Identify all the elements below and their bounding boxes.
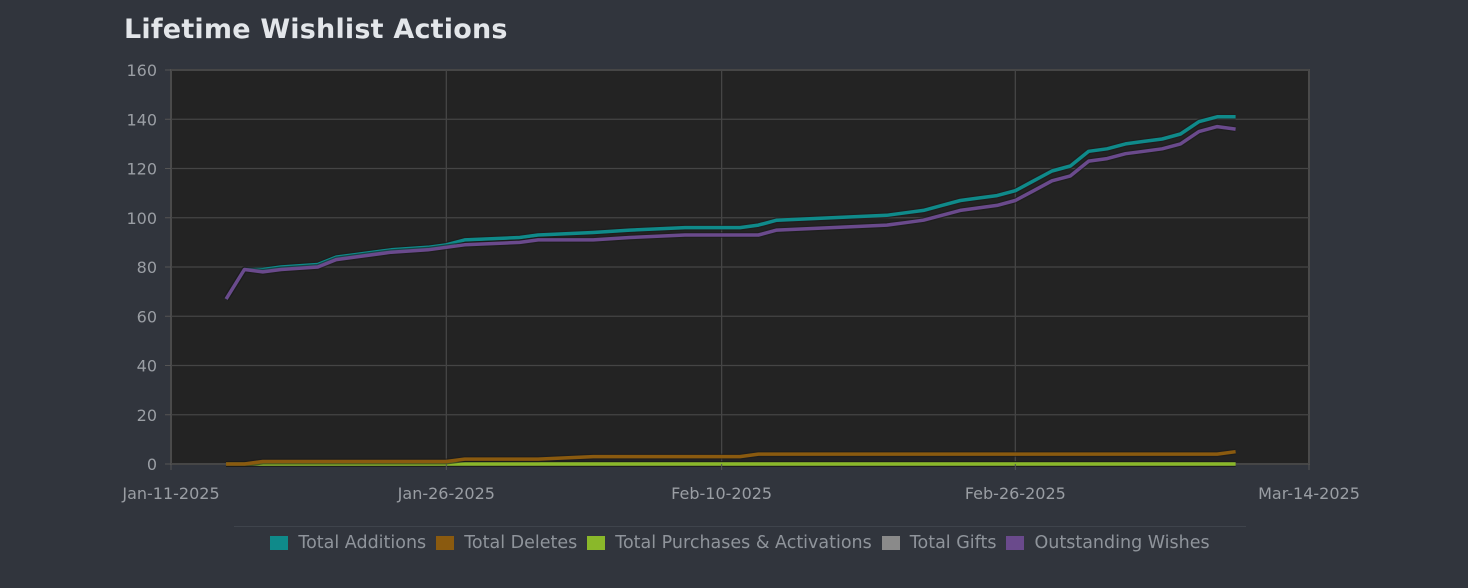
x-tick-label: Feb-26-2025 bbox=[965, 484, 1066, 503]
legend-item[interactable]: Total Deletes bbox=[436, 533, 577, 553]
y-tick-label: 100 bbox=[126, 209, 157, 228]
legend: Total Additions Total Deletes Total Purcha… bbox=[234, 526, 1246, 553]
legend-item[interactable]: Total Purchases & Activations bbox=[587, 533, 872, 553]
legend-label: Total Purchases & Activations bbox=[615, 533, 872, 553]
y-tick-label: 80 bbox=[137, 258, 157, 277]
y-tick-label: 120 bbox=[126, 160, 157, 179]
series-lines[interactable] bbox=[223, 113, 1237, 467]
y-tick-label: 160 bbox=[126, 61, 157, 80]
legend-swatch bbox=[1006, 536, 1025, 550]
legend-label: Total Deletes bbox=[464, 533, 578, 553]
x-tick-label: Jan-26-2025 bbox=[397, 484, 495, 503]
x-tick-label: Mar-14-2025 bbox=[1258, 484, 1360, 503]
y-tick-label: 40 bbox=[137, 357, 157, 376]
legend-item[interactable]: Total Gifts bbox=[881, 533, 997, 553]
series-line-outstanding-wishes bbox=[224, 124, 1236, 300]
legend-label: Total Gifts bbox=[909, 533, 997, 553]
x-tick-label: Jan-11-2025 bbox=[121, 484, 219, 503]
legend-item[interactable]: Total Additions bbox=[270, 533, 426, 553]
legend-item[interactable]: Outstanding Wishes bbox=[1006, 533, 1210, 553]
line-chart[interactable]: 0 20 40 60 80 100 120 140 160 Jan-11-2025 Jan-26-2… bbox=[0, 0, 1468, 520]
legend-swatch bbox=[587, 536, 606, 550]
legend-swatch bbox=[436, 536, 455, 550]
x-tick-label: Feb-10-2025 bbox=[671, 484, 772, 503]
y-tick-label: 0 bbox=[147, 455, 157, 474]
axes: 0 20 40 60 80 100 120 140 160 Jan-11-2025 Jan-26-2… bbox=[121, 61, 1360, 503]
legend-label: Total Additions bbox=[298, 533, 427, 553]
chart-title: Lifetime Wishlist Actions bbox=[124, 14, 508, 45]
grid bbox=[171, 69, 1309, 465]
legend-label: Outstanding Wishes bbox=[1034, 533, 1210, 553]
y-tick-label: 140 bbox=[126, 110, 157, 129]
series-line-total-deletes bbox=[226, 449, 1236, 466]
legend-swatch bbox=[881, 536, 900, 550]
legend-swatch bbox=[270, 536, 289, 550]
y-tick-label: 20 bbox=[137, 406, 157, 425]
y-tick-label: 60 bbox=[137, 307, 157, 326]
